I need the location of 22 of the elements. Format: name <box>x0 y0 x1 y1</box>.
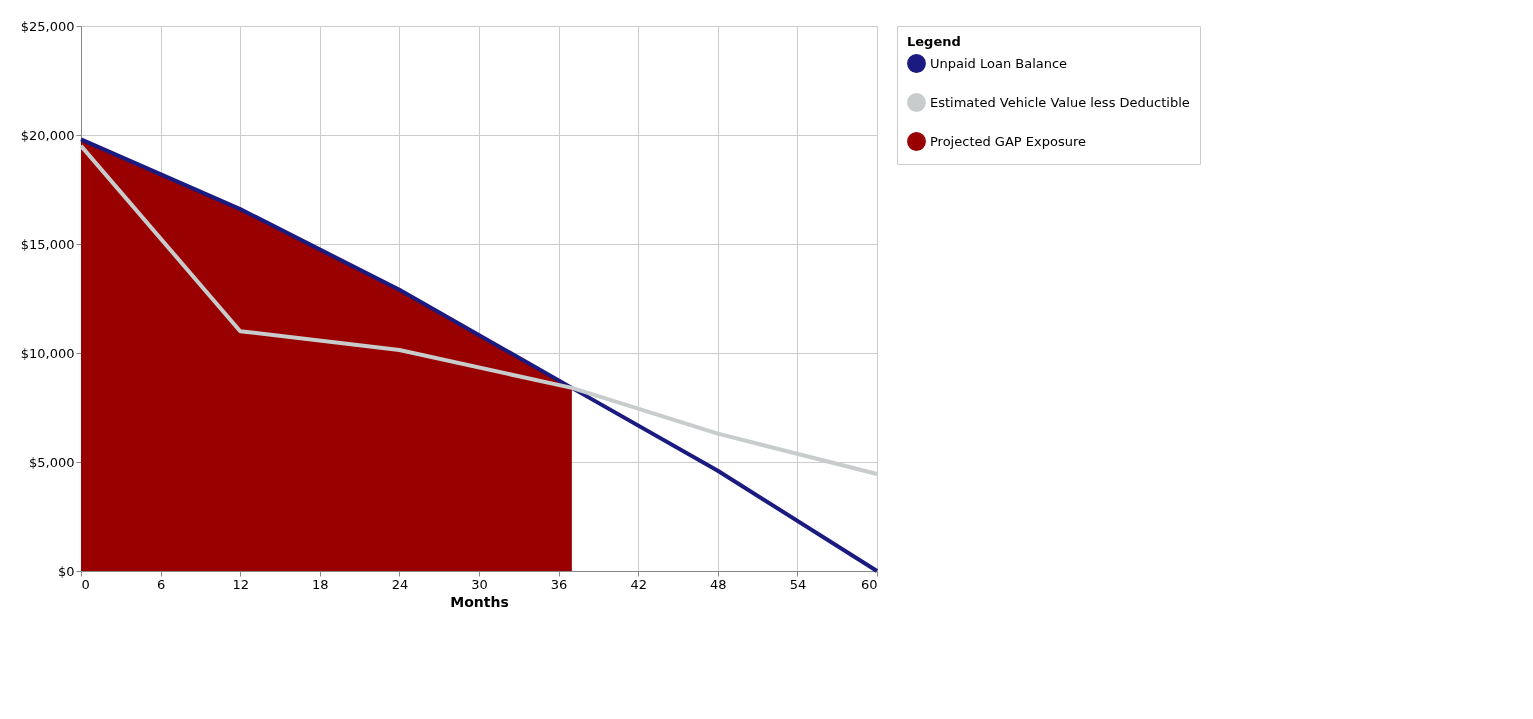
x-tick-label: 42 <box>630 576 647 592</box>
y-tick-label: $20,000 <box>20 127 75 143</box>
y-tick-label: $15,000 <box>20 236 75 252</box>
y-tick-label: $25,000 <box>20 18 75 34</box>
legend-label: Estimated Vehicle Value less Deductible <box>930 94 1190 110</box>
legend-title: Legend <box>907 34 961 49</box>
y-tick-label: $10,000 <box>20 345 75 361</box>
x-tick-label: 24 <box>391 576 409 592</box>
legend-label: Unpaid Loan Balance <box>930 55 1068 71</box>
x-tick-label: 60 <box>860 576 878 592</box>
x-tick-label: 12 <box>232 576 249 592</box>
y-tick-label: $0 <box>57 563 75 579</box>
x-tick-label: 54 <box>789 576 807 592</box>
x-tick-label: 30 <box>471 576 488 592</box>
x-tick-label: 36 <box>550 576 568 592</box>
x-axis-title: Months <box>450 593 509 610</box>
x-tick-label: 18 <box>312 576 329 592</box>
y-tick-label: $5,000 <box>29 454 75 470</box>
x-tick-label: 48 <box>710 576 727 592</box>
legend-label: Projected GAP Exposure <box>930 133 1086 149</box>
x-tick-label: 6 <box>156 576 166 592</box>
x-tick-label: 0 <box>81 576 90 592</box>
